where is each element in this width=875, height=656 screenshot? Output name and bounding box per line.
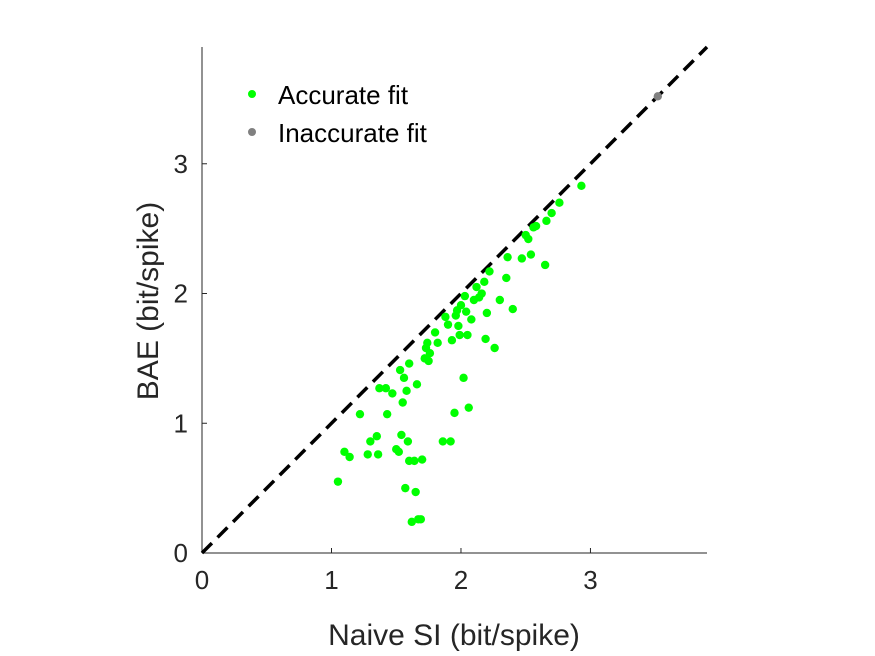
legend-marker-inaccurate-fit xyxy=(248,128,256,136)
x-tick-label: 2 xyxy=(454,565,468,595)
data-point-accurate-fit xyxy=(555,198,564,207)
legend-marker-accurate-fit xyxy=(248,90,256,98)
data-point-accurate-fit xyxy=(464,403,473,412)
data-point-accurate-fit xyxy=(375,384,384,393)
axis-ticks: 0 1 2 3 0 1 2 3 xyxy=(174,149,598,595)
data-point-accurate-fit xyxy=(411,487,420,497)
data-point-accurate-fit xyxy=(446,437,455,446)
data-point-accurate-fit xyxy=(531,221,541,231)
data-point-accurate-fit xyxy=(363,450,372,459)
y-tick-label: 0 xyxy=(174,538,188,568)
x-tick-label: 1 xyxy=(324,565,338,595)
data-point-accurate-fit xyxy=(454,321,463,331)
data-point-accurate-fit xyxy=(366,437,375,446)
data-point-accurate-fit xyxy=(430,328,440,337)
data-point-accurate-fit xyxy=(433,338,442,348)
data-point-accurate-fit xyxy=(517,254,527,263)
data-point-accurate-fit xyxy=(345,452,354,462)
data-point-accurate-fit xyxy=(480,277,489,287)
data-point-accurate-fit xyxy=(381,384,391,393)
data-point-inaccurate-fit xyxy=(653,92,662,101)
data-point-accurate-fit xyxy=(399,373,409,383)
data-point-accurate-fit xyxy=(455,330,464,340)
data-point-accurate-fit xyxy=(472,282,481,292)
data-point-accurate-fit xyxy=(441,312,450,322)
data-point-accurate-fit xyxy=(403,437,413,446)
data-point-accurate-fit xyxy=(438,437,448,446)
data-point-accurate-fit xyxy=(542,216,551,226)
data-point-accurate-fit xyxy=(416,515,426,524)
data-point-accurate-fit xyxy=(481,334,490,344)
data-point-accurate-fit xyxy=(467,315,476,324)
data-point-accurate-fit xyxy=(407,517,416,527)
data-point-accurate-fit xyxy=(355,409,365,419)
data-point-accurate-fit xyxy=(443,320,453,329)
data-point-accurate-fit xyxy=(388,389,397,398)
data-point-accurate-fit xyxy=(425,348,435,358)
data-point-accurate-fit xyxy=(502,273,511,283)
data-point-accurate-fit xyxy=(577,181,586,191)
y-tick-label: 2 xyxy=(174,279,188,309)
data-point-accurate-fit xyxy=(394,447,404,456)
data-point-accurate-fit xyxy=(490,343,499,353)
data-point-accurate-fit xyxy=(459,373,468,383)
data-point-accurate-fit xyxy=(424,356,433,366)
data-point-accurate-fit xyxy=(395,365,405,375)
data-point-accurate-fit xyxy=(547,208,556,218)
data-point-accurate-fit xyxy=(398,398,407,407)
data-point-accurate-fit xyxy=(456,300,466,310)
data-point-accurate-fit xyxy=(461,307,471,316)
legend-label-inaccurate-fit: Inaccurate fit xyxy=(278,118,428,148)
x-axis-label: Naive SI (bit/spike) xyxy=(328,619,580,652)
data-point-accurate-fit xyxy=(402,386,411,396)
data-point-accurate-fit xyxy=(460,291,470,301)
data-point-accurate-fit xyxy=(410,456,419,466)
data-point-accurate-fit xyxy=(412,380,422,389)
data-point-accurate-fit xyxy=(447,336,457,345)
y-axis-label: BAE (bit/spike) xyxy=(132,202,165,400)
data-point-accurate-fit xyxy=(495,295,505,305)
data-point-accurate-fit xyxy=(340,447,349,456)
data-point-accurate-fit xyxy=(477,289,486,298)
data-point-accurate-fit xyxy=(524,234,533,244)
data-point-accurate-fit xyxy=(485,267,494,276)
data-point-accurate-fit xyxy=(482,308,492,318)
legend: Accurate fit Inaccurate fit xyxy=(248,80,428,148)
data-point-accurate-fit xyxy=(450,408,459,418)
data-point-accurate-fit xyxy=(373,450,383,459)
data-points xyxy=(333,92,662,527)
data-point-accurate-fit xyxy=(417,455,427,464)
data-point-accurate-fit xyxy=(526,250,536,259)
y-tick-label: 3 xyxy=(174,149,188,179)
data-point-accurate-fit xyxy=(401,483,410,493)
data-point-accurate-fit xyxy=(333,477,343,486)
data-point-accurate-fit xyxy=(503,252,512,262)
data-point-accurate-fit xyxy=(540,260,550,270)
data-point-accurate-fit xyxy=(463,330,472,340)
data-point-accurate-fit xyxy=(508,304,517,314)
data-point-accurate-fit xyxy=(404,359,414,368)
data-point-accurate-fit xyxy=(372,432,382,441)
data-point-accurate-fit xyxy=(382,409,392,419)
legend-label-accurate-fit: Accurate fit xyxy=(278,80,409,110)
identity-reference-line xyxy=(200,45,709,555)
x-tick-label: 3 xyxy=(583,565,597,595)
data-point-accurate-fit xyxy=(423,338,432,348)
data-point-accurate-fit xyxy=(397,430,406,440)
y-tick-label: 1 xyxy=(174,408,188,438)
x-tick-label: 0 xyxy=(195,565,209,595)
plot-area: 0 1 2 3 0 1 2 3 xyxy=(174,45,709,595)
